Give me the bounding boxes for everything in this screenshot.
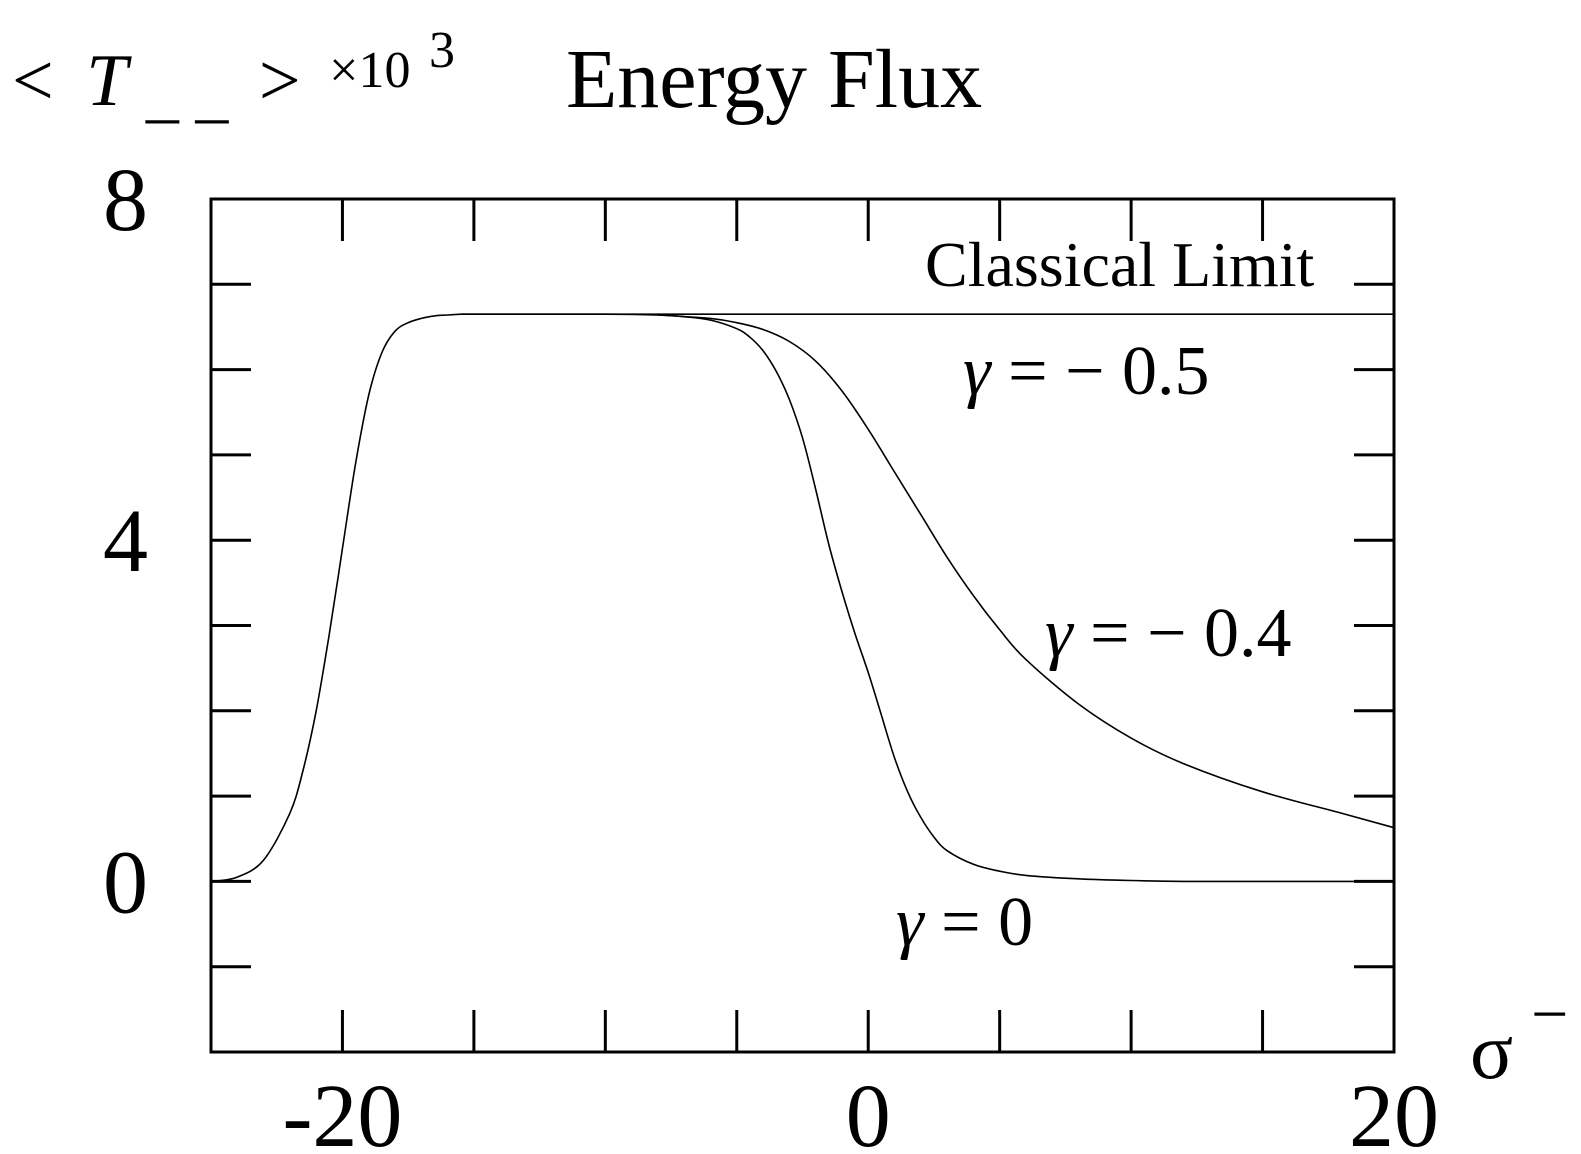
chart-title: Energy Flux bbox=[566, 33, 982, 126]
annotation-gamma-0: γ = 0 bbox=[896, 884, 1033, 961]
x-tick-label: -20 bbox=[282, 1067, 402, 1154]
annotation-gamma-minus-0-5: γ = − 0.5 bbox=[963, 333, 1210, 410]
x-label-sigma: σ bbox=[1470, 1008, 1513, 1096]
y-label-T: T bbox=[86, 40, 132, 122]
y-label-lt: < bbox=[12, 40, 54, 122]
curve-rise bbox=[210, 313, 461, 883]
y-tick-label: 8 bbox=[103, 151, 148, 250]
x-label-sup: − bbox=[1531, 978, 1568, 1051]
curves bbox=[210, 313, 1395, 883]
annotation-gamma-minus-0-4: γ = − 0.4 bbox=[1045, 595, 1292, 672]
y-tick-label: 4 bbox=[103, 492, 148, 591]
y-tick-label: 0 bbox=[103, 833, 148, 932]
curve-gamma_0 bbox=[460, 313, 1394, 883]
y-label-sub: _ _ bbox=[145, 57, 230, 130]
x-tick-label: 20 bbox=[1349, 1067, 1439, 1154]
axis-tick-labels: -20 0 20 0 4 8 bbox=[103, 151, 1439, 1154]
y-label-times: ×10 bbox=[329, 42, 410, 99]
curve-gamma_-0-4 bbox=[657, 314, 1395, 829]
y-axis-label: < T _ _ > ×10 3 bbox=[12, 22, 455, 132]
x-tick-label: 0 bbox=[846, 1067, 891, 1154]
y-label-exp: 3 bbox=[429, 22, 455, 79]
x-axis-label: σ − bbox=[1470, 978, 1568, 1096]
classical-limit-label: Classical Limit bbox=[925, 229, 1315, 300]
y-label-gt: > bbox=[259, 40, 301, 122]
